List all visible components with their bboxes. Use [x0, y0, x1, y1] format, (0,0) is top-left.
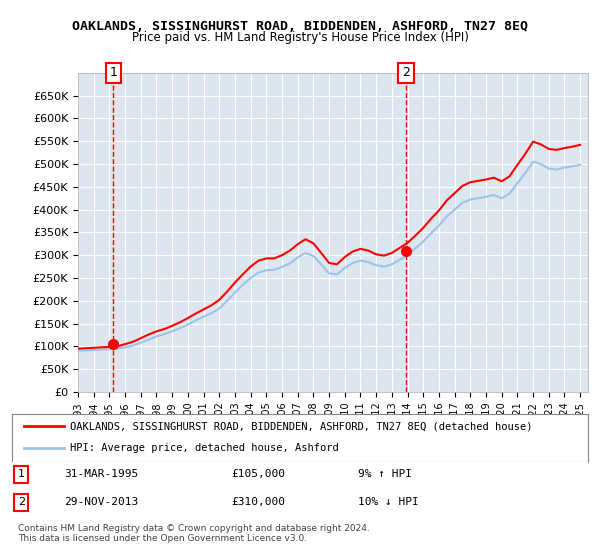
Text: 1: 1	[109, 66, 117, 80]
Text: HPI: Average price, detached house, Ashford: HPI: Average price, detached house, Ashf…	[70, 443, 338, 452]
Text: 10% ↓ HPI: 10% ↓ HPI	[358, 497, 418, 507]
Text: 2: 2	[18, 497, 25, 507]
Text: Contains HM Land Registry data © Crown copyright and database right 2024.
This d: Contains HM Land Registry data © Crown c…	[18, 524, 370, 543]
Text: 1: 1	[18, 469, 25, 479]
Text: £105,000: £105,000	[231, 469, 285, 479]
Text: 2: 2	[402, 66, 410, 80]
Text: Price paid vs. HM Land Registry's House Price Index (HPI): Price paid vs. HM Land Registry's House …	[131, 31, 469, 44]
Text: £310,000: £310,000	[231, 497, 285, 507]
Text: OAKLANDS, SISSINGHURST ROAD, BIDDENDEN, ASHFORD, TN27 8EQ (detached house): OAKLANDS, SISSINGHURST ROAD, BIDDENDEN, …	[70, 421, 532, 431]
Text: 29-NOV-2013: 29-NOV-2013	[64, 497, 138, 507]
Text: OAKLANDS, SISSINGHURST ROAD, BIDDENDEN, ASHFORD, TN27 8EQ: OAKLANDS, SISSINGHURST ROAD, BIDDENDEN, …	[72, 20, 528, 32]
Text: 31-MAR-1995: 31-MAR-1995	[64, 469, 138, 479]
Text: 9% ↑ HPI: 9% ↑ HPI	[358, 469, 412, 479]
